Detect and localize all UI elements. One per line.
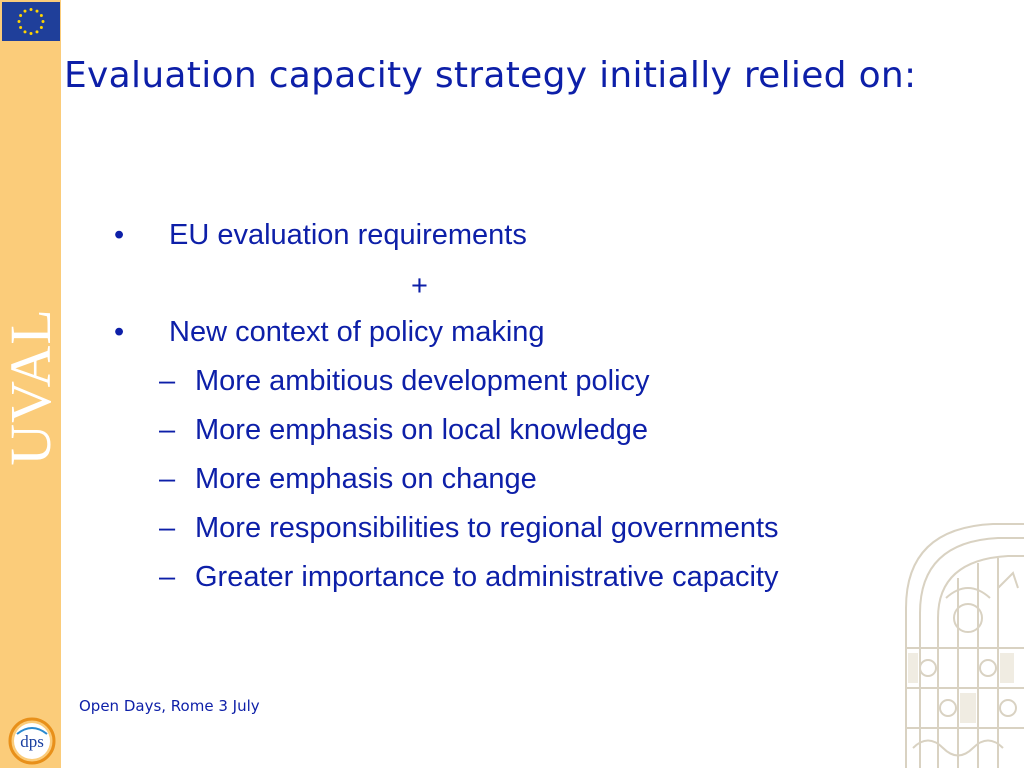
- eu-star: [17, 20, 21, 23]
- eu-flag-icon: [2, 2, 60, 41]
- sidebar-band: UVAL dps: [0, 0, 63, 768]
- sub-item-dash: –: [159, 561, 176, 593]
- sub-item: More emphasis on local knowledge: [195, 414, 648, 446]
- eu-star: [23, 9, 27, 13]
- sub-item-dash: –: [159, 365, 176, 397]
- eu-star: [23, 30, 27, 34]
- eu-star: [19, 26, 23, 29]
- bullet-item-eu-requirements: EU evaluation requirements: [169, 219, 527, 251]
- sub-item: More responsibilities to regional govern…: [195, 512, 779, 544]
- dps-logo-icon: dps: [5, 714, 59, 768]
- eu-star: [19, 14, 23, 17]
- dps-logo-text: dps: [20, 732, 44, 751]
- slide-footer: Open Days, Rome 3 July: [79, 697, 260, 715]
- bullet-marker: •: [114, 219, 125, 251]
- sub-item: More emphasis on change: [195, 463, 537, 495]
- eu-star: [35, 30, 39, 34]
- eu-star: [35, 9, 39, 13]
- eu-star: [29, 32, 33, 35]
- ornamental-gate-icon: [898, 518, 1024, 768]
- sub-item-dash: –: [159, 512, 176, 544]
- eu-star: [29, 8, 33, 11]
- sub-item: More ambitious development policy: [195, 365, 650, 397]
- slide-title: Evaluation capacity strategy initially r…: [64, 55, 917, 96]
- bullet-marker: •: [114, 316, 125, 348]
- plus-sign: +: [411, 270, 428, 302]
- sub-item-dash: –: [159, 463, 176, 495]
- eu-star: [39, 14, 43, 17]
- eu-star: [39, 26, 43, 29]
- sub-item: Greater importance to administrative cap…: [195, 561, 779, 593]
- eu-star: [41, 20, 45, 23]
- sub-item-dash: –: [159, 414, 176, 446]
- bullet-item-new-context: New context of policy making: [169, 316, 545, 348]
